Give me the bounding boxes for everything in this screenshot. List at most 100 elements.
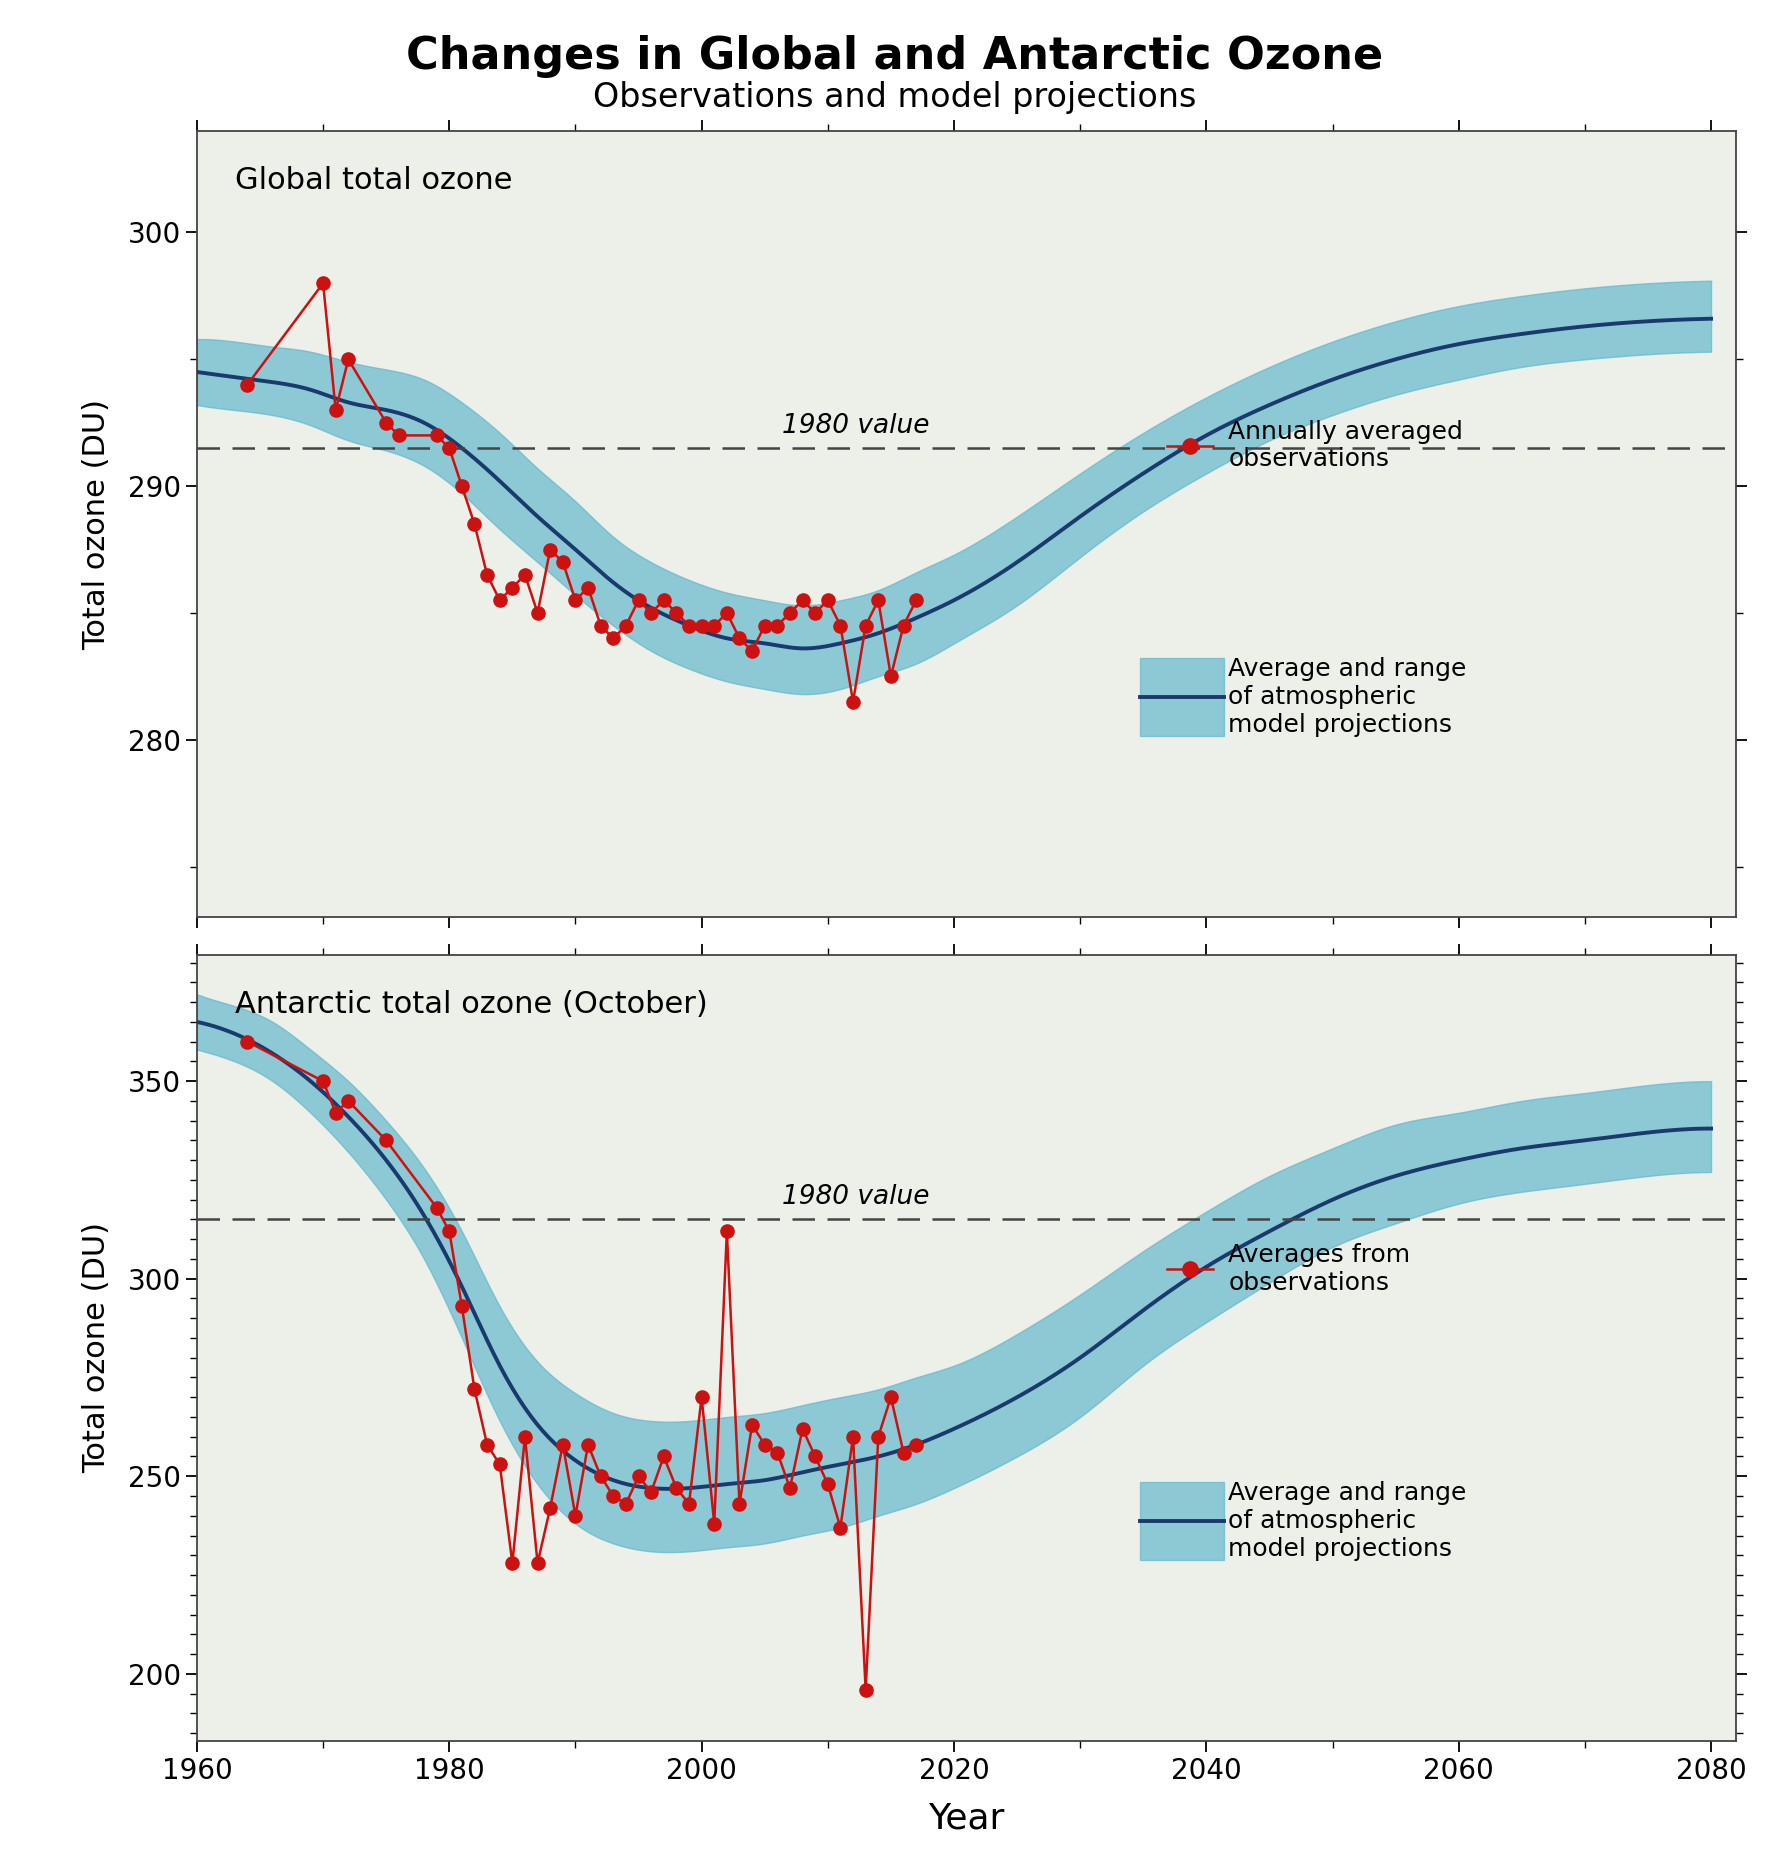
Point [422, 1192, 451, 1222]
Point [877, 661, 905, 691]
Point [839, 687, 868, 717]
Point [308, 1067, 336, 1097]
Point [522, 1548, 551, 1578]
Point [864, 586, 893, 616]
Point [699, 610, 728, 640]
Point [624, 586, 653, 616]
Point [497, 1548, 526, 1578]
Point [800, 1441, 828, 1471]
Point [750, 1430, 778, 1460]
Text: Average and range
of atmospheric
model projections: Average and range of atmospheric model p… [1227, 1481, 1465, 1561]
Point [574, 1430, 603, 1460]
Text: Changes in Global and Antarctic Ozone: Changes in Global and Antarctic Ozone [406, 36, 1383, 77]
Point [372, 408, 401, 438]
Point [587, 610, 615, 640]
Point [787, 1413, 816, 1443]
Point [435, 1217, 463, 1247]
Text: Global total ozone: Global total ozone [236, 167, 513, 195]
Text: Averages from
observations: Averages from observations [1227, 1243, 1410, 1295]
Point [510, 560, 538, 590]
Point [812, 1470, 841, 1499]
Text: Average and range
of atmospheric
model projections: Average and range of atmospheric model p… [1227, 657, 1465, 738]
Point [522, 597, 551, 627]
Point [624, 1462, 653, 1492]
Point [902, 586, 930, 616]
Point [699, 1509, 728, 1539]
Point [852, 1675, 880, 1705]
X-axis label: Year: Year [928, 1801, 1004, 1836]
Point [435, 432, 463, 462]
Point [587, 1462, 615, 1492]
Point [612, 610, 640, 640]
Point [510, 1421, 538, 1451]
Text: Annually averaged
observations: Annually averaged observations [1227, 419, 1462, 472]
Text: Observations and model projections: Observations and model projections [592, 80, 1197, 114]
Point [233, 369, 261, 399]
Point [864, 1421, 893, 1451]
Point [322, 1097, 351, 1127]
Point [725, 623, 753, 653]
Point [485, 1449, 513, 1479]
Point [637, 1477, 666, 1507]
Point [372, 1125, 401, 1155]
Point [560, 1501, 589, 1531]
Point [827, 1513, 855, 1543]
Bar [1140, 1481, 1224, 1559]
Bar [1140, 657, 1224, 736]
Point [725, 1488, 753, 1518]
Point [422, 421, 451, 451]
Text: 1980 value: 1980 value [782, 1183, 928, 1209]
Point [712, 597, 741, 627]
Point [574, 573, 603, 603]
Point [775, 597, 803, 627]
Point [737, 636, 766, 666]
Text: 1980 value: 1980 value [782, 412, 928, 438]
Point [649, 1441, 678, 1471]
Text: Antarctic total ozone (October): Antarctic total ozone (October) [236, 990, 708, 1018]
Point [385, 421, 413, 451]
Point [560, 586, 589, 616]
Point [827, 610, 855, 640]
Point [485, 586, 513, 616]
Point [662, 1473, 691, 1503]
Point [750, 610, 778, 640]
Y-axis label: Total ozone (DU): Total ozone (DU) [82, 399, 111, 650]
Point [322, 395, 351, 425]
Point [547, 547, 576, 577]
Point [599, 1481, 628, 1511]
Point [775, 1473, 803, 1503]
Point [674, 610, 703, 640]
Point [335, 1086, 363, 1116]
Point [762, 610, 791, 640]
Point [687, 1382, 716, 1411]
Point [712, 1217, 741, 1247]
Point [535, 535, 564, 565]
Point [889, 1438, 918, 1468]
Point [877, 1382, 905, 1411]
Point [335, 344, 363, 374]
Point [599, 623, 628, 653]
Point [662, 597, 691, 627]
Point [497, 573, 526, 603]
Point [472, 1430, 501, 1460]
Point [674, 1488, 703, 1518]
Point [649, 586, 678, 616]
Point [447, 472, 476, 502]
Point [787, 586, 816, 616]
Point [233, 1026, 261, 1056]
Point [902, 1430, 930, 1460]
Point [852, 610, 880, 640]
Point [800, 597, 828, 627]
Point [535, 1492, 564, 1522]
Point [460, 1374, 488, 1404]
Point [612, 1488, 640, 1518]
Point [762, 1438, 791, 1468]
Point [737, 1410, 766, 1440]
Point [308, 268, 336, 298]
Point [889, 610, 918, 640]
Point [472, 560, 501, 590]
Point [447, 1292, 476, 1322]
Point [637, 597, 666, 627]
Point [460, 509, 488, 539]
Point [839, 1421, 868, 1451]
